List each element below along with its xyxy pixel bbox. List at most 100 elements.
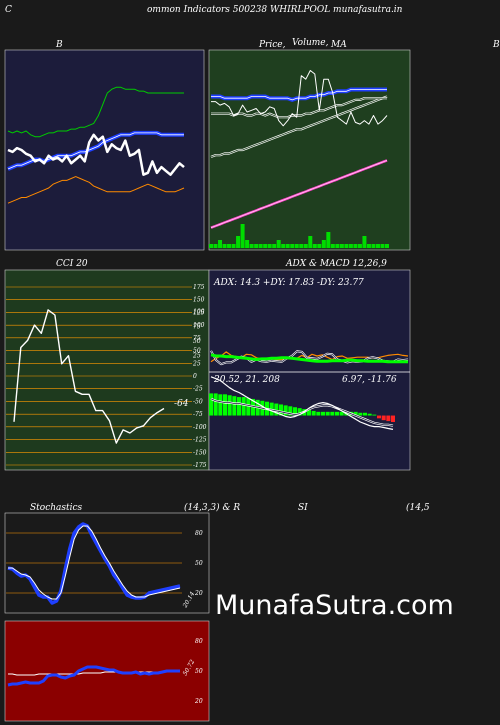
volume-bar	[267, 244, 272, 248]
volume-bar	[222, 244, 227, 248]
macd-histogram-bar	[232, 396, 237, 416]
volume-bar	[321, 240, 326, 248]
volume-bar	[272, 244, 277, 248]
stoch-title-a: Stochastics	[30, 503, 83, 513]
volume-bar	[344, 244, 349, 248]
cci-tick-label: 150	[193, 297, 205, 304]
volume-bar	[339, 244, 344, 248]
macd-histogram-bar	[311, 410, 316, 416]
stoch-k-line	[7, 522, 181, 605]
stoch-title-b: (14,3,3) & R	[184, 503, 241, 513]
volume-bar	[357, 244, 362, 248]
stoch-tick-label: 20	[194, 590, 203, 597]
macd-histogram-bar	[237, 397, 241, 416]
volume-bar	[263, 244, 268, 248]
bb-price-line	[7, 133, 185, 176]
macd-histogram-bar	[241, 397, 246, 416]
macd-histogram-bar	[353, 411, 358, 416]
cci-tick-label: -100	[193, 424, 207, 431]
macd-values-label: 20.52, 21. 208	[213, 375, 280, 385]
volume-bar	[380, 244, 385, 248]
ma-short-core	[211, 97, 387, 118]
edge-title: B	[493, 40, 500, 50]
rsi-title-b: (14,5	[406, 503, 430, 513]
volume-bar	[366, 244, 371, 248]
macd-histogram-bar	[218, 394, 223, 416]
volume-bar	[209, 244, 213, 248]
macd-histogram-bar	[386, 415, 391, 422]
bb-upper-band	[7, 86, 184, 138]
cci-title: CCI 20	[56, 259, 88, 269]
cci-tick-label: 0	[193, 373, 197, 380]
stoch-tick-label: 80	[195, 530, 203, 537]
macd-histogram-bar	[363, 412, 367, 416]
volume-bar	[213, 244, 218, 248]
adx-tick-label: 75	[193, 323, 201, 330]
cci-tick-label: -150	[193, 449, 207, 456]
macd-chart	[209, 376, 395, 430]
macd-histogram-bar	[377, 415, 381, 419]
volume-bar	[218, 240, 223, 248]
bollinger-chart	[7, 86, 185, 204]
macd-histogram-bar	[274, 403, 279, 416]
rsi-line	[7, 665, 180, 687]
cci-value-label: -64	[174, 399, 189, 409]
cci-tick-label: -75	[193, 411, 203, 418]
macd-histogram-bar	[227, 395, 232, 416]
cci-tick-label: -125	[193, 437, 207, 444]
rsi-title-a: SI	[298, 503, 308, 513]
cci-line	[13, 309, 165, 444]
stochastics-chart: 80 50 20	[6, 522, 203, 605]
macd-histogram-bar	[209, 393, 213, 416]
bb-title: B	[56, 40, 63, 50]
macd-histogram-bar	[330, 411, 335, 416]
volume-bar	[236, 236, 241, 248]
macd-line	[210, 376, 394, 430]
macd-histogram-bar	[339, 411, 344, 416]
price-line	[211, 70, 388, 127]
watermark: MunafaSutra.com	[215, 590, 454, 621]
adx-values-label: ADX: 14.3 +DY: 17.83 -DY: 23.77	[213, 278, 364, 288]
volume-bar	[317, 244, 322, 248]
cci-tick-label: 25	[192, 360, 201, 367]
ma-long-core	[210, 160, 388, 228]
macd-histogram-bar	[293, 407, 297, 416]
volume-bar	[308, 236, 313, 248]
volume-bar	[240, 224, 245, 248]
rsi-tick-label: 80	[195, 638, 203, 645]
cci-tick-label: 75	[193, 335, 201, 342]
volume-bar	[375, 244, 380, 248]
macd-histogram-bar	[297, 408, 302, 416]
price-chart	[209, 70, 389, 248]
adx-tick-label: 100	[193, 309, 205, 316]
volume-bar	[362, 236, 367, 248]
macd-histogram-bar	[367, 413, 372, 416]
stoch-tick-label: 50	[195, 560, 203, 567]
macd-histogram-bar	[321, 411, 325, 416]
macd-histogram-bar	[288, 406, 293, 416]
cci-tick-label: -50	[193, 398, 203, 405]
volume-bar	[294, 244, 299, 248]
volume-bar	[290, 244, 295, 248]
macd-right-label: 6.97, -11.76	[342, 375, 397, 385]
volume-bar	[227, 244, 232, 248]
volume-bar	[281, 244, 286, 248]
cci-tick-label: -175	[193, 462, 207, 469]
volume-bar	[254, 244, 259, 248]
volume-bar	[348, 244, 353, 248]
bb-lower-band	[7, 176, 185, 204]
volume-bar	[335, 244, 340, 248]
macd-histogram-bar	[381, 415, 386, 421]
chart-title: ommon Indicators 500238 WHIRLPOOL munafa…	[147, 5, 403, 15]
macd-histogram-bar	[279, 404, 283, 416]
volume-bar	[371, 244, 376, 248]
price-title: Price,	[259, 40, 286, 50]
ma-mid-core	[210, 96, 388, 158]
cci-tick-label: 100	[193, 322, 205, 329]
rsi-chart: 80 50 20	[7, 638, 203, 705]
macd-histogram-bar	[316, 411, 321, 416]
volume-bar	[353, 244, 358, 248]
rsi-tick-label: 50	[195, 668, 203, 675]
